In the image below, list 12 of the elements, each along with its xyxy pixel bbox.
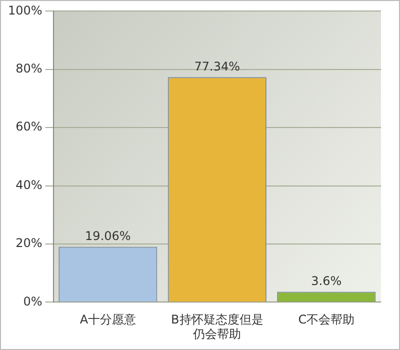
y-tick-label: 80%	[16, 62, 42, 76]
y-tick-label: 60%	[16, 120, 42, 134]
data-label: 77.34%	[194, 59, 240, 74]
data-label: 3.6%	[311, 274, 342, 288]
y-tick-label: 100%	[8, 3, 42, 18]
y-tick-label: 0%	[23, 294, 42, 308]
y-tick-label: 40%	[16, 178, 42, 192]
x-tick-label: B持怀疑态度但是仍会帮助	[171, 312, 264, 341]
data-label: 19.06%	[85, 228, 131, 243]
x-tick-label: A十分愿意	[80, 312, 136, 327]
y-tick-label: 20%	[16, 236, 42, 250]
x-tick-label: C不会帮助	[298, 312, 355, 327]
